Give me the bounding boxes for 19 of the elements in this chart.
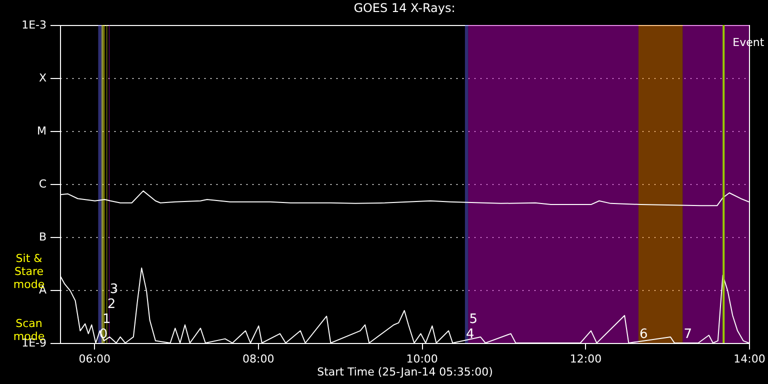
y-tick-label: 1E-3 (22, 18, 46, 32)
y-tick-label: X (38, 72, 47, 84)
x-axis-title: Start Time (25-Jan-14 05:35:00) (317, 366, 493, 378)
band-label: 3 (110, 282, 118, 297)
x-tick-label: 12:00 (570, 352, 602, 366)
band-label: 1 (102, 312, 111, 327)
band-label: 5 (469, 312, 478, 327)
x-tick-label: 14:00 (734, 352, 766, 366)
y-tick-label: B (38, 230, 46, 244)
band-label: 7 (684, 327, 692, 342)
x-tick-label: 10:00 (406, 352, 438, 366)
x-tick-label: 06:00 (78, 352, 110, 366)
chart-title: GOES 14 X-Rays: (354, 1, 456, 15)
y-tick-label: M (37, 124, 46, 138)
y-tick-label: C (38, 178, 47, 190)
band-label: 6 (639, 327, 648, 342)
x-tick-label: 08:00 (242, 352, 274, 366)
band-label: 2 (107, 297, 116, 312)
band-label: 4 (466, 327, 474, 342)
